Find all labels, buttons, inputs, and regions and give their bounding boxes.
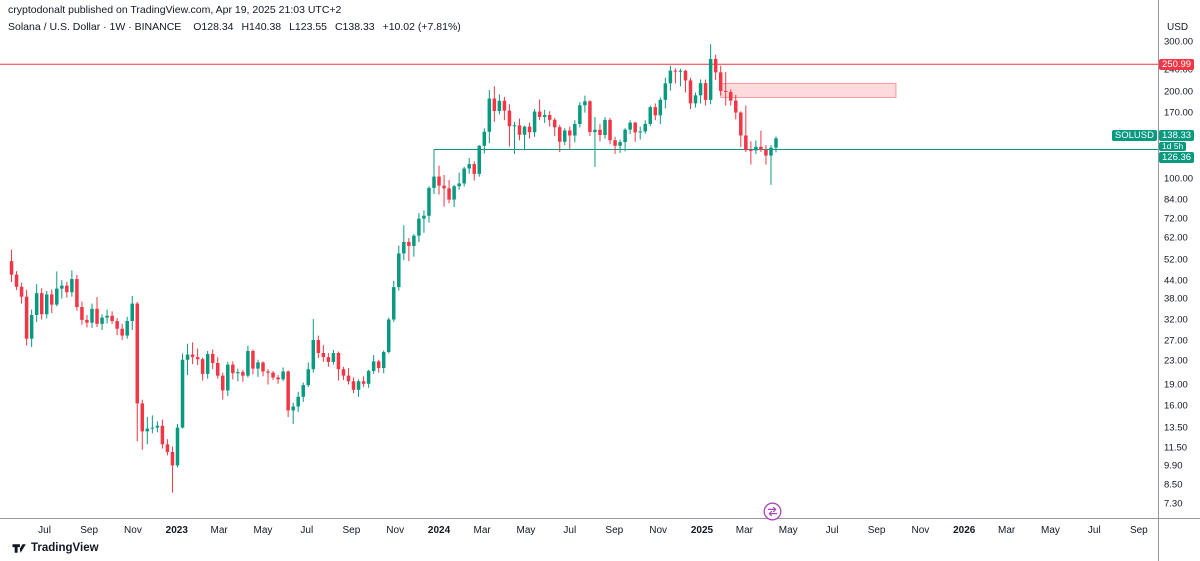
price-axis-tick: 23.00: [1164, 355, 1188, 367]
time-axis-label: 2024: [427, 525, 451, 536]
ohlc-open: O128.34: [193, 21, 234, 33]
time-axis-label: Nov: [124, 525, 142, 536]
time-axis-label: Sep: [605, 525, 624, 536]
time-axis-label: Mar: [998, 525, 1016, 536]
price-axis-tick: 9.90: [1164, 460, 1183, 472]
time-axis-label: Mar: [210, 525, 228, 536]
time-axis-label: Nov: [911, 525, 930, 536]
ohlc-low: L123.55: [289, 21, 328, 33]
time-axis-label: Jul: [38, 525, 51, 536]
symbol-tag-label: SOLUSD: [1111, 130, 1157, 141]
price-axis-tick: 240.00: [1164, 64, 1194, 76]
price-axis-tick: 38.00: [1164, 293, 1188, 305]
tradingview-logo[interactable]: TradingView: [12, 541, 99, 555]
replay-marker-icon[interactable]: [763, 502, 782, 521]
time-axis-label: Mar: [735, 525, 754, 536]
time-axis[interactable]: Jul Sep Nov 2023 Mar May Jul Sep Nov 2024 Mar May Ju…: [0, 518, 1200, 561]
time-axis-label: Sep: [342, 525, 361, 536]
price-axis-tick: 13.50: [1164, 422, 1188, 434]
supply-zone-box: [720, 82, 897, 99]
support-price-label: 126.36: [1159, 152, 1195, 163]
time-axis-label: Mar: [473, 525, 491, 536]
last-price-label: 138.33: [1159, 130, 1195, 141]
price-axis-tick: 11.50: [1164, 442, 1188, 454]
price-axis-tick: 7.30: [1164, 498, 1183, 510]
price-axis-tick: 72.00: [1164, 213, 1188, 225]
price-axis-tick: 170.00: [1164, 107, 1194, 119]
time-axis-label: 2026: [953, 525, 976, 536]
time-axis-label: Sep: [1129, 525, 1148, 536]
price-axis-tick: 27.00: [1164, 335, 1188, 347]
candles: [9, 44, 778, 493]
price-axis-tick: 200.00: [1164, 86, 1194, 98]
time-axis-label: 2025: [690, 525, 714, 536]
ohlc-change: +10.02 (+7.81%): [382, 21, 461, 33]
price-axis[interactable]: 300.00 240.00 200.00 170.00 100.00 84.00 72.00…: [1158, 0, 1200, 518]
time-axis-label: May: [516, 525, 536, 536]
time-axis-label: Nov: [649, 525, 668, 536]
price-axis-tick: 8.50: [1164, 479, 1183, 491]
time-axis-label: May: [253, 525, 273, 536]
price-axis-tick: 100.00: [1164, 173, 1194, 185]
price-axis-tick: 62.00: [1164, 232, 1188, 244]
time-axis-label: Sep: [80, 525, 99, 536]
time-axis-label: 2023: [165, 525, 188, 536]
time-axis-label: Jul: [1087, 525, 1101, 536]
tradingview-logo-text: TradingView: [31, 542, 99, 554]
price-axis-tick: 16.00: [1164, 400, 1188, 412]
time-axis-label: May: [1041, 525, 1060, 536]
bar-countdown-label: 1d 5h: [1159, 142, 1187, 151]
price-axis-tick: 44.00: [1164, 275, 1188, 287]
tradingview-logo-icon: [12, 544, 26, 553]
time-axis-label: Sep: [867, 525, 886, 536]
price-axis-tick: 84.00: [1164, 194, 1188, 206]
time-axis-label: May: [778, 525, 798, 536]
ohlc-close: C138.33: [334, 21, 375, 33]
chart-legend: Solana / U.S. Dollar · 1W · BINANCE O128…: [8, 21, 466, 33]
ohlc-high: H140.38: [241, 21, 282, 33]
price-axis-tick: 300.00: [1164, 36, 1194, 48]
time-axis-label: Jul: [563, 525, 577, 536]
attribution-text: cryptodonalt published on TradingView.co…: [8, 4, 342, 16]
resistance-price-label: 250.99: [1159, 58, 1195, 70]
axis-currency-label: USD: [1167, 22, 1189, 33]
price-axis-tick: 52.00: [1164, 254, 1188, 266]
time-axis-label: Nov: [386, 525, 405, 536]
time-axis-label: Jul: [300, 525, 314, 536]
time-axis-label: Jul: [825, 525, 839, 536]
symbol-title: Solana / U.S. Dollar · 1W · BINANCE: [8, 21, 182, 33]
price-axis-tick: 19.00: [1164, 379, 1188, 391]
price-axis-tick: 32.00: [1164, 314, 1188, 326]
